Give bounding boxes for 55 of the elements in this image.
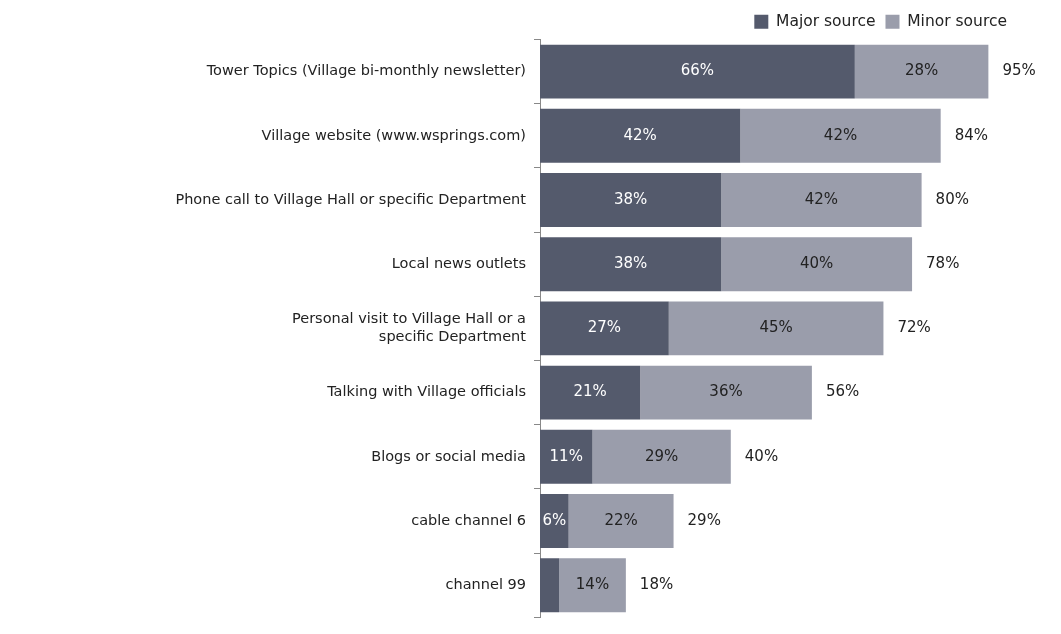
data-label: 40% <box>799 254 834 273</box>
data-label: 45% <box>759 318 793 337</box>
data-label: 11% <box>549 446 583 465</box>
bar <box>540 494 569 548</box>
y-tick-label: Tower Topics (Village bi-monthly newsletter) <box>205 62 526 79</box>
bar <box>540 44 855 99</box>
bar <box>640 365 812 420</box>
data-label: 42% <box>623 125 657 144</box>
total-label: 29% <box>687 510 721 529</box>
bar <box>721 237 913 292</box>
bar <box>740 108 941 163</box>
y-tick-label: Personal visit to Village Hall or a specific Department <box>292 310 527 344</box>
bar <box>540 108 741 163</box>
data-label: 38% <box>613 189 648 208</box>
bar <box>540 173 722 227</box>
bar <box>540 558 560 613</box>
bar <box>721 173 922 227</box>
total-label: 40% <box>744 446 779 465</box>
y-tick-label: Blogs or social media <box>371 447 526 464</box>
total-label: 18% <box>639 575 674 594</box>
y-tick-label: Talking with Village officials <box>326 383 526 400</box>
total-label: 72% <box>897 318 931 337</box>
data-label: 36% <box>709 382 743 401</box>
data-label: 14% <box>575 575 610 594</box>
bar <box>592 429 731 484</box>
data-label: 28% <box>904 61 939 80</box>
bar <box>568 494 674 548</box>
bar <box>540 237 722 292</box>
data-label: 38% <box>613 254 648 273</box>
y-tick-label: Phone call to Village Hall or specific Department <box>175 190 527 207</box>
total-label: 84% <box>954 125 989 144</box>
data-label: 27% <box>587 318 622 337</box>
legend-label: Major source <box>776 11 876 30</box>
data-label: 42% <box>804 189 839 208</box>
bar <box>540 365 641 420</box>
data-label: 29% <box>644 446 679 465</box>
y-tick-label: Local news outlets <box>391 254 526 271</box>
data-label: 22% <box>604 510 638 529</box>
bar <box>540 429 593 484</box>
bar <box>540 301 669 356</box>
data-label: 42% <box>823 125 858 144</box>
data-label: 66% <box>680 61 715 80</box>
y-tick-label: cable channel 6 <box>411 511 526 528</box>
data-label: 6% <box>542 510 567 529</box>
total-label: 80% <box>935 189 969 208</box>
y-tick-label: Village website (www.wsprings.com) <box>261 126 526 143</box>
legend-label: Minor source <box>907 11 1008 30</box>
total-label: 95% <box>1002 61 1036 80</box>
total-label: 78% <box>926 254 960 273</box>
data-label: 21% <box>573 382 607 401</box>
total-label: 56% <box>825 382 860 401</box>
bar <box>854 44 989 99</box>
bar <box>668 301 884 356</box>
bar <box>559 558 626 613</box>
y-tick-label: channel 99 <box>445 575 526 592</box>
